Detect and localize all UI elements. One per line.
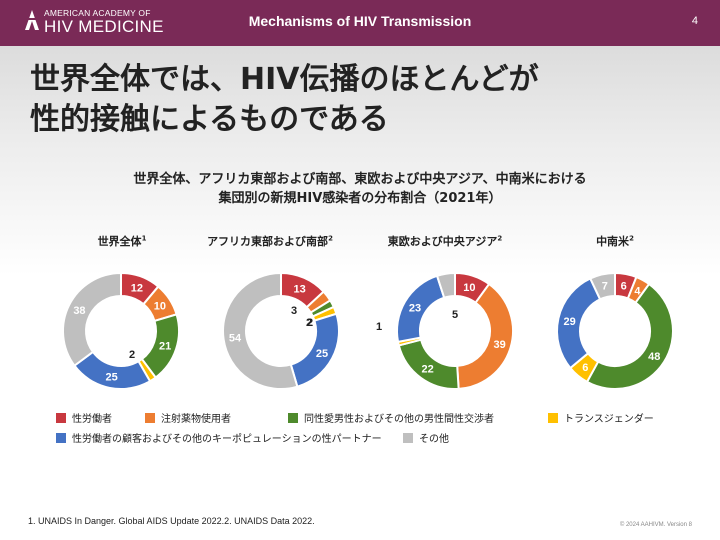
donut-slice-other: [222, 271, 299, 390]
chart-title-line2: 集団別の新規HIV感染者の分布割合（2021年）: [218, 191, 502, 206]
panel-title-sup: 2: [497, 234, 503, 243]
legend-swatch: [56, 413, 66, 423]
donut-data-label: 2: [306, 317, 312, 329]
panel-title-text: 東欧および中央アジア: [387, 235, 498, 248]
panel-title-eastern-europe-central-asia: 東欧および中央アジア2: [370, 233, 520, 249]
legend-item-msm: 同性愛男性およびその他の男性間性交渉者: [288, 410, 494, 425]
legend-label: その他: [419, 434, 449, 445]
footnote: 1. UNAIDS In Danger. Global AIDS Update …: [28, 516, 315, 526]
donut-data-label: 29: [563, 316, 575, 328]
title-band: [0, 46, 720, 276]
panel-title-east-south-africa: アフリカ東部および南部2: [195, 233, 345, 249]
chart-title: 世界全体、アフリカ東部および南部、東欧および中央アジア、中南米における 集団別の…: [0, 170, 720, 208]
legend-swatch: [288, 413, 298, 423]
panel-title-text: アフリカ東部および南部: [207, 235, 329, 248]
donut-eastern-europe-central-asia: 10 39 22 1 23 5: [376, 271, 514, 390]
donut-data-label: 3: [291, 305, 297, 317]
donut-data-label: 12: [131, 282, 143, 294]
logo-mark-icon: [25, 10, 39, 30]
donut-data-label: 54: [229, 333, 242, 345]
panel-title-sup: 2: [629, 234, 634, 243]
slide-headline: 世界全体では、HIV伝播のほとんどが 性的接触によるものである: [30, 60, 690, 140]
donut-data-label: 22: [422, 364, 434, 376]
donut-global: 12 10 21 2 25 38: [62, 271, 180, 390]
panel-title-latin-america: 中南米2: [550, 233, 680, 249]
logo-text-line2: HIV MEDICINE: [44, 17, 164, 36]
donut-data-label: 2: [307, 317, 313, 329]
donut-slice-other: [435, 271, 456, 299]
legend-swatch: [548, 413, 558, 423]
donut-data-label: 10: [154, 300, 166, 312]
donut-slice-injecting-drug-users: [456, 282, 514, 390]
donut-data-label: 5: [452, 309, 458, 321]
legend-label: 性労働者: [72, 414, 112, 425]
chart-title-line1: 世界全体、アフリカ東部および南部、東欧および中央アジア、中南米における: [133, 172, 587, 187]
donut-data-label: 25: [316, 348, 328, 360]
logo-text-line1: AMERICAN ACADEMY OF: [44, 8, 151, 18]
panel-title-sup: 2: [328, 234, 333, 243]
donut-data-label: 4: [634, 285, 641, 297]
legend-label: トランスジェンダー: [564, 414, 654, 425]
donut-data-label: 1: [376, 321, 382, 333]
page-number: 4: [691, 15, 698, 27]
donut-data-label: 7: [602, 281, 608, 293]
copyright: © 2024 AAHIVM. Version 8: [619, 522, 692, 528]
donut-data-label: 2: [129, 349, 135, 361]
panel-title-text: 中南米: [596, 235, 630, 248]
donut-data-label: 6: [621, 280, 627, 292]
donut-data-label: 23: [409, 302, 421, 314]
donut-data-label: 39: [494, 339, 506, 351]
legend-swatch: [403, 433, 413, 443]
headline-line1: 世界全体では、HIV伝播のほとんどが: [30, 62, 539, 97]
panel-title-text: 世界全体: [97, 235, 142, 248]
donut-data-label: 25: [105, 372, 117, 384]
header-title: Mechanisms of HIV Transmission: [248, 13, 472, 29]
donut-data-label: 21: [159, 341, 171, 353]
donut-data-label: 6: [582, 362, 588, 374]
legend-label: 注射薬物使用者: [161, 414, 231, 425]
legend-label: 同性愛男性およびその他の男性間性交渉者: [304, 414, 494, 425]
panel-title-global: 世界全体1: [62, 233, 182, 249]
donut-data-label: 48: [648, 351, 660, 363]
donut-slice-other: [62, 271, 122, 368]
donut-slice-msm: [585, 282, 674, 390]
headline-line2: 性的接触によるものである: [30, 102, 389, 137]
legend-item-transgender: トランスジェンダー: [548, 410, 654, 425]
donut-slice-other: [588, 271, 616, 301]
panel-title-sup: 1: [141, 234, 147, 243]
donut-data-label: 13: [294, 283, 306, 295]
legend-item-injecting-drug-users: 注射薬物使用者: [145, 410, 231, 425]
legend-item-other: その他: [403, 430, 449, 445]
legend-swatch: [145, 413, 155, 423]
legend-swatch: [56, 433, 66, 443]
legend-item-clients-and-partners: 性労働者の顧客およびその他のキーポピュレーションの性パートナー: [56, 430, 382, 445]
donut-data-label: 10: [463, 282, 475, 294]
legend-label: 性労働者の顧客およびその他のキーポピュレーションの性パートナー: [72, 434, 382, 445]
header-bar: AMERICAN ACADEMY OF HIV MEDICINE Mechani…: [0, 0, 720, 46]
donut-data-label: 38: [73, 305, 85, 317]
legend-item-sex-workers: 性労働者: [56, 410, 112, 425]
